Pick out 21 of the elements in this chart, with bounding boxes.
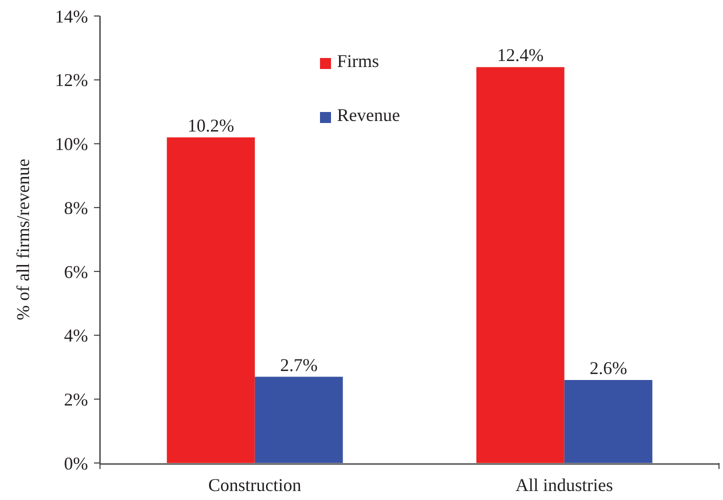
y-tick-label: 2% <box>64 390 88 410</box>
x-tick-label: Construction <box>208 474 302 495</box>
y-tick-label: 6% <box>64 262 88 282</box>
y-tick-label: 12% <box>55 70 88 90</box>
legend-label: Revenue <box>337 105 400 125</box>
y-tick-label: 0% <box>64 453 88 474</box>
y-tick-label: 14% <box>55 6 88 26</box>
data-label: 12.4% <box>497 45 544 66</box>
y-axis-title: % of all firms/revenue <box>13 158 33 320</box>
bar <box>254 376 343 463</box>
x-tick-label: All industries <box>516 474 613 495</box>
data-label: 2.7% <box>280 354 318 375</box>
data-label: 2.6% <box>590 358 628 378</box>
y-tick-label: 4% <box>64 326 88 346</box>
bar <box>476 67 564 463</box>
y-tick-label: 8% <box>64 198 88 218</box>
data-label: 10.2% <box>188 115 234 136</box>
bar <box>564 380 652 463</box>
y-tick-label: 10% <box>55 134 88 154</box>
legend-label: Firms <box>337 51 380 71</box>
bar <box>166 137 255 463</box>
